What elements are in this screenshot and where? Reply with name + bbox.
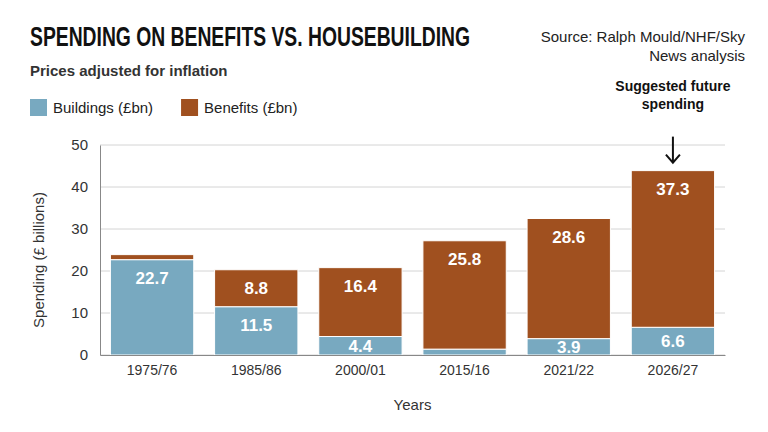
annotation-line: Suggested future <box>615 78 730 94</box>
y-tick-label: 40 <box>71 178 88 195</box>
annotation-line: spending <box>642 96 704 112</box>
data-label: 8.8 <box>244 279 268 298</box>
x-tick: 2026/27 <box>648 355 699 378</box>
bar-segment <box>423 349 506 355</box>
y-tick: 0 <box>80 346 100 363</box>
data-label: 6.6 <box>661 332 685 351</box>
annotation: Suggested future spending <box>615 78 730 163</box>
data-labels: 22.7 11.5 4.4 3.9 6.6 8.8 16.4 25.8 28.6 37.3 <box>136 180 690 357</box>
data-label: 22.7 <box>136 269 169 288</box>
x-tick: 2021/22 <box>543 355 594 378</box>
data-label: 11.5 <box>240 316 272 335</box>
bar-segment <box>527 219 610 339</box>
data-label: 25.8 <box>448 250 481 269</box>
x-tick: 2015/16 <box>439 355 490 378</box>
y-tick: 40 <box>71 178 100 195</box>
bar-segment <box>423 241 506 349</box>
legend-label: Benefits (£bn) <box>204 99 297 116</box>
x-tick-label: 2015/16 <box>439 362 490 378</box>
x-tick: 2000/01 <box>335 355 386 378</box>
data-label: 4.4 <box>349 337 373 356</box>
x-axis-title: Years <box>394 396 432 413</box>
x-axis-line <box>101 355 726 356</box>
bar-segment <box>631 327 714 355</box>
bar-segment <box>110 255 193 260</box>
title: SPENDING ON BENEFITS VS. HOUSEBUILDING <box>30 22 470 52</box>
bar-segment <box>319 337 402 355</box>
y-axis-title: Spending (£ billions) <box>30 192 47 328</box>
x-axis: 1975/76 1985/86 2000/01 2015/16 2021/22 2026/… <box>101 355 726 378</box>
legend-swatch <box>30 99 47 116</box>
y-tick-label: 30 <box>71 220 88 237</box>
legend-label: Buildings (£bn) <box>53 99 153 116</box>
annotation-arrow <box>672 137 674 163</box>
legend: Buildings (£bn) Benefits (£bn) <box>30 99 297 116</box>
bar-segment <box>110 260 193 355</box>
data-label: 28.6 <box>552 228 585 247</box>
y-tick: 20 <box>71 262 100 279</box>
x-tick: 1985/86 <box>231 355 282 378</box>
y-tick: 30 <box>71 220 100 237</box>
grid <box>100 145 725 355</box>
y-axis-line <box>100 146 101 356</box>
y-tick-label: 10 <box>71 304 88 321</box>
bar-segment <box>215 270 298 307</box>
bar-segment <box>631 171 714 328</box>
bar-segment <box>319 268 402 337</box>
data-label: 37.3 <box>656 180 689 199</box>
x-tick-label: 2026/27 <box>648 362 699 378</box>
bar-segment <box>215 307 298 355</box>
source-line: Source: Ralph Mould/NHF/Sky <box>541 28 746 45</box>
annotation-text: Suggested future spending <box>615 78 730 112</box>
data-label: 3.9 <box>557 338 581 357</box>
y-tick: 50 <box>71 136 100 153</box>
source: Source: Ralph Mould/NHF/Sky News analysis <box>541 28 746 64</box>
data-label: 16.4 <box>344 277 378 296</box>
annotation-arrowhead <box>666 155 680 163</box>
x-tick-label: 1985/86 <box>231 362 282 378</box>
x-tick: 1975/76 <box>127 355 178 378</box>
y-axis: 0 10 20 30 40 50 <box>71 136 100 363</box>
y-tick-label: 50 <box>71 136 88 153</box>
bars <box>110 171 714 355</box>
x-tick-label: 2000/01 <box>335 362 386 378</box>
legend-swatch <box>181 99 198 116</box>
y-tick: 10 <box>71 304 100 321</box>
x-tick-label: 2021/22 <box>543 362 594 378</box>
y-tick-label: 20 <box>71 262 88 279</box>
subtitle: Prices adjusted for inflation <box>30 62 228 79</box>
chart: SPENDING ON BENEFITS VS. HOUSEBUILDING Pr… <box>0 0 768 432</box>
grid-line <box>100 145 725 146</box>
y-tick-label: 0 <box>80 346 88 363</box>
source-line: News analysis <box>649 47 745 64</box>
x-tick-label: 1975/76 <box>127 362 178 378</box>
